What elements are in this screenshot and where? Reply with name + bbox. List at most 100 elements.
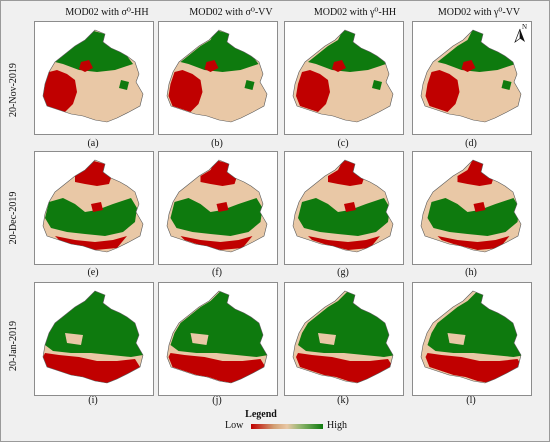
- class-patch-low: [473, 202, 486, 212]
- class-patch-low: [200, 160, 237, 186]
- column-header-sigma-hh: MOD02 with σ⁰-HH: [65, 7, 149, 18]
- class-patch-high: [170, 198, 263, 236]
- map-panel-k: [284, 282, 404, 396]
- class-patch-low: [308, 236, 380, 250]
- class-patch-high: [308, 30, 386, 72]
- caption-l: (l): [466, 395, 476, 406]
- class-patch-low: [332, 60, 346, 72]
- legend-high-label: High: [327, 420, 347, 431]
- class-patch-high: [501, 80, 512, 90]
- class-patch-low: [296, 70, 330, 112]
- class-patch-low: [180, 236, 253, 250]
- row-label-dec: 20-Dec-2019: [8, 191, 19, 245]
- region-outline: [166, 290, 268, 384]
- caption-h: (h): [465, 267, 477, 278]
- caption-i: (i): [88, 395, 98, 406]
- class-patch-medium: [65, 333, 83, 345]
- class-patch-low: [168, 70, 203, 112]
- class-patch-low: [437, 236, 510, 250]
- class-patch-high: [45, 198, 137, 236]
- region-map: [42, 290, 144, 384]
- region-map: [292, 29, 394, 123]
- region-map: [420, 29, 522, 123]
- row-label-jan: 20-Jan-2019: [8, 321, 19, 371]
- caption-g: (g): [337, 267, 349, 278]
- north-arrow-icon: N: [513, 23, 527, 44]
- region-map: [292, 159, 394, 253]
- region-map: [420, 159, 522, 253]
- region-outline: [166, 29, 268, 123]
- region-outline: [42, 290, 144, 384]
- class-patch-high: [298, 291, 393, 357]
- region-outline: [42, 29, 144, 123]
- region-outline: [42, 159, 144, 253]
- map-panel-j: [158, 282, 278, 396]
- class-patch-low: [79, 60, 93, 72]
- region-outline: [420, 159, 522, 253]
- caption-d: (d): [465, 138, 477, 149]
- legend-color-ramp: [251, 424, 323, 429]
- map-panel-g: [284, 151, 404, 265]
- column-header-sigma-vv: MOD02 with σ⁰-VV: [189, 7, 273, 18]
- region-outline: [292, 290, 394, 384]
- map-panel-b: [158, 21, 278, 135]
- region-map: [42, 29, 144, 123]
- map-panel-i: [34, 282, 154, 396]
- class-patch-high: [55, 30, 133, 72]
- map-panel-a: [34, 21, 154, 135]
- class-patch-low: [204, 60, 219, 72]
- class-patch-high: [180, 30, 259, 72]
- region-outline: [166, 159, 268, 253]
- class-patch-low: [43, 70, 77, 112]
- class-patch-high: [45, 291, 143, 357]
- class-patch-high: [437, 30, 516, 72]
- class-patch-low: [461, 60, 476, 72]
- column-header-gamma-vv: MOD02 with γ⁰-VV: [437, 7, 521, 18]
- class-patch-low: [425, 353, 521, 383]
- class-patch-low: [75, 160, 111, 186]
- region-map: [166, 159, 268, 253]
- caption-k: (k): [337, 395, 349, 406]
- caption-j: (j): [212, 395, 222, 406]
- class-patch-low: [296, 353, 393, 383]
- row-label-nov: 20-Nov-2019: [8, 63, 19, 117]
- column-header-gamma-hh: MOD02 with γ⁰-HH: [313, 7, 397, 18]
- map-panel-h: [412, 151, 532, 265]
- class-patch-low: [457, 160, 494, 186]
- map-panel-c: [284, 21, 404, 135]
- map-panel-d: N: [412, 21, 532, 135]
- legend-low-label: Low: [225, 420, 244, 431]
- class-patch-high: [170, 291, 267, 357]
- class-patch-low: [328, 160, 364, 186]
- class-patch-high: [427, 198, 520, 236]
- map-panel-e: [34, 151, 154, 265]
- class-patch-low: [55, 236, 127, 250]
- region-map: [166, 29, 268, 123]
- caption-c: (c): [337, 138, 349, 149]
- class-patch-low: [344, 202, 356, 212]
- class-patch-high: [427, 291, 521, 357]
- class-patch-low: [168, 353, 266, 383]
- class-patch-high: [244, 80, 255, 90]
- region-outline: [292, 159, 394, 253]
- region-outline: [420, 290, 522, 384]
- region-outline: [420, 29, 522, 123]
- region-map: [166, 290, 268, 384]
- region-map: [420, 290, 522, 384]
- caption-a: (a): [87, 138, 99, 149]
- class-patch-high: [119, 80, 129, 90]
- class-patch-medium: [447, 333, 466, 345]
- map-panel-l: [412, 282, 532, 396]
- caption-e: (e): [87, 267, 99, 278]
- caption-f: (f): [212, 267, 222, 278]
- region-map: [42, 159, 144, 253]
- class-patch-high: [298, 198, 390, 236]
- class-patch-low: [43, 353, 140, 383]
- class-patch-high: [372, 80, 382, 90]
- class-patch-medium: [190, 333, 209, 345]
- region-map: [292, 290, 394, 384]
- legend-title: Legend: [245, 409, 277, 420]
- class-patch-medium: [318, 333, 336, 345]
- map-panel-f: [158, 151, 278, 265]
